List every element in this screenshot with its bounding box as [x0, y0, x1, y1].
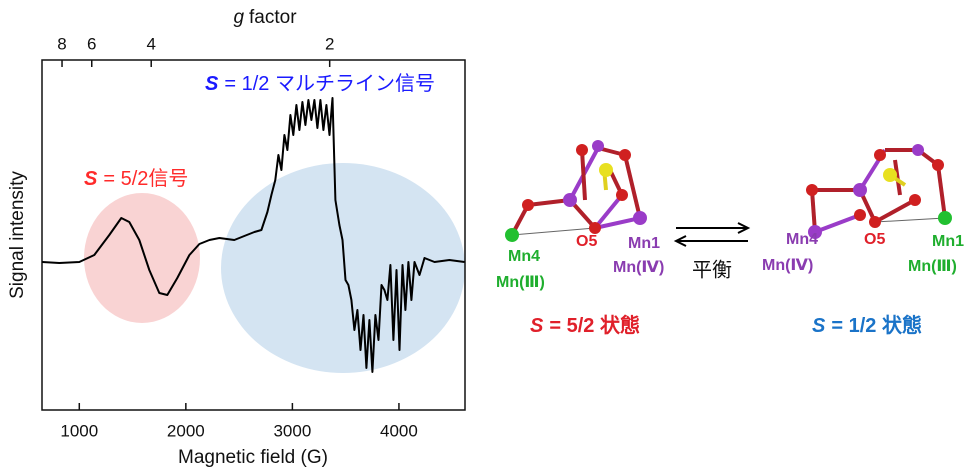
caption-text: = 5/2 状態	[549, 313, 640, 337]
equilibrium-arrows	[676, 223, 748, 246]
annotation-text: = 5/2信号	[103, 167, 188, 190]
annotation-text: = 1/2 マルチライン信号	[224, 72, 435, 95]
s12-region	[221, 163, 465, 373]
x2-label-text: factor	[249, 7, 297, 28]
x2-tick-label: 6	[87, 34, 96, 53]
y-axis-label: Signal intensity	[7, 171, 28, 299]
state-caption: S= 5/2 状態	[530, 313, 640, 337]
atom-state: Mn(Ⅲ)	[908, 258, 957, 275]
atom-state: Mn(Ⅳ)	[613, 259, 664, 276]
annotation: S= 1/2 マルチライン信号	[205, 72, 435, 95]
atom-label: O5	[864, 231, 885, 248]
annotation-symbol: S	[84, 168, 98, 190]
atom-label: Mn1	[932, 233, 964, 250]
atom-label: O5	[576, 233, 597, 250]
x-tick-label: 1000	[60, 421, 98, 440]
x2-tick-label: 4	[146, 34, 155, 53]
x2-tick-label: 2	[325, 34, 334, 53]
x2-tick-label: 8	[57, 34, 66, 53]
x-axis-label: Magnetic field (G)	[178, 447, 328, 468]
x-tick-label: 2000	[167, 421, 205, 440]
atom-label: Mn1	[628, 235, 660, 252]
atom-state: Mn(Ⅲ)	[496, 274, 545, 291]
atom-state: Mn(Ⅳ)	[762, 257, 813, 274]
s52-region	[84, 193, 200, 323]
molecule-right	[806, 144, 952, 239]
x-tick-label: 3000	[273, 421, 311, 440]
x-tick-label: 4000	[380, 421, 418, 440]
caption-symbol: S	[530, 315, 544, 337]
annotation-symbol: S	[205, 73, 219, 95]
caption-symbol: S	[812, 315, 826, 337]
x2-label-symbol: g	[233, 7, 244, 28]
atom-label: Mn4	[786, 231, 818, 248]
molecule-left	[505, 140, 647, 242]
figure: 1000 2000 3000 4000 8 6 4 2 gfactor Magnetic fi…	[0, 0, 964, 470]
state-caption: S= 1/2 状態	[812, 313, 922, 337]
caption-text: = 1/2 状態	[831, 313, 922, 337]
atom-label: Mn4	[508, 248, 540, 265]
equilibrium-label: 平衡	[692, 258, 732, 281]
annotation: S= 5/2信号	[84, 167, 188, 190]
